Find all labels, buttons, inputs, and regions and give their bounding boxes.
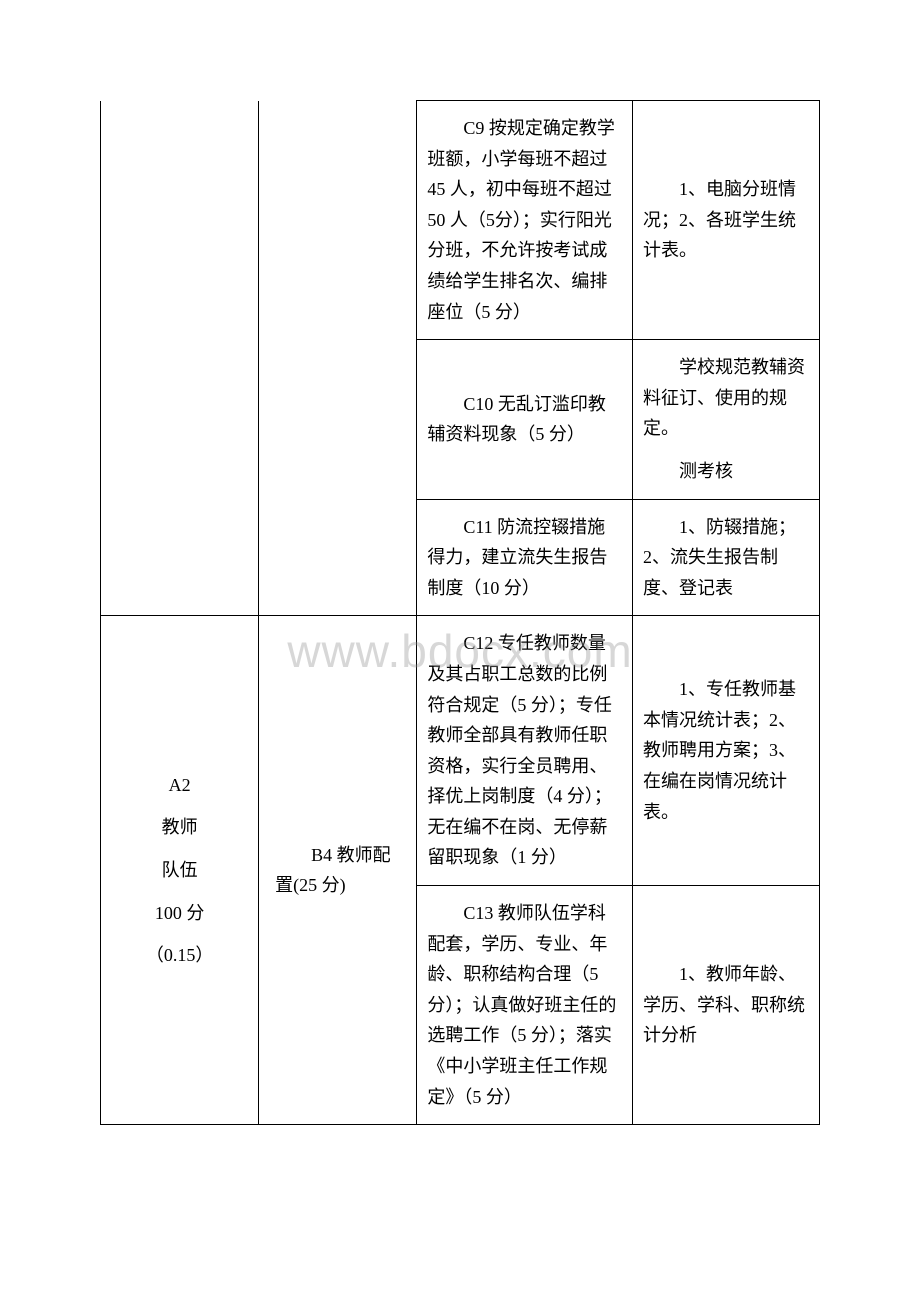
a2-title-1: 教师 [162,812,198,843]
cell-b-category [259,101,417,340]
cell-a-category [101,101,259,340]
table-row: A2 教师 队伍 100 分 （0.15） B4 教师配置(25 分) C12 … [101,616,820,886]
evaluation-table: C9 按规定确定教学班额，小学每班不超过 45 人，初中每班不超过 50 人（5… [100,100,820,1125]
a2-label: A2 [169,770,191,801]
cell-a-category [101,340,259,499]
cell-c12-evidence: 1、专任教师基本情况统计表；2、教师聘用方案；3、在编在岗情况统计表。 [633,616,820,886]
cell-c11-evidence: 1、防辍措施；2、流失生报告制度、登记表 [633,499,820,616]
cell-c10-evidence: 学校规范教辅资料征订、使用的规定。 测考核 [633,340,820,499]
cell-a2-category: A2 教师 队伍 100 分 （0.15） [101,616,259,1125]
cell-b-category [259,340,417,499]
cell-c9-evidence: 1、电脑分班情况；2、各班学生统计表。 [633,101,820,340]
cell-c10-evidence-p1: 学校规范教辅资料征订、使用的规定。 [643,352,809,444]
cell-c9-criteria: C9 按规定确定教学班额，小学每班不超过 45 人，初中每班不超过 50 人（5… [417,101,633,340]
cell-c13-evidence: 1、教师年龄、学历、学科、职称统计分析 [633,886,820,1125]
a2-score: 100 分 [155,898,205,929]
cell-b-category [259,499,417,616]
cell-c10-evidence-p2: 测考核 [643,456,809,487]
table-row: C11 防流控辍措施得力，建立流失生报告制度（10 分） 1、防辍措施；2、流失… [101,499,820,616]
table-row: C9 按规定确定教学班额，小学每班不超过 45 人，初中每班不超过 50 人（5… [101,101,820,340]
cell-c10-criteria: C10 无乱订滥印教辅资料现象（5 分） [417,340,633,499]
evaluation-table-container: C9 按规定确定教学班额，小学每班不超过 45 人，初中每班不超过 50 人（5… [100,100,820,1125]
table-row: C10 无乱订滥印教辅资料现象（5 分） 学校规范教辅资料征订、使用的规定。 测… [101,340,820,499]
cell-c11-criteria: C11 防流控辍措施得力，建立流失生报告制度（10 分） [417,499,633,616]
cell-b4-category: B4 教师配置(25 分) [259,616,417,1125]
cell-c12-criteria: C12 专任教师数量及其占职工总数的比例符合规定（5 分）；专任教师全部具有教师… [417,616,633,886]
a2-weight: （0.15） [146,940,214,971]
a2-title-2: 队伍 [162,855,198,886]
cell-a-category [101,499,259,616]
cell-c13-criteria: C13 教师队伍学科配套，学历、专业、年龄、职称结构合理（5 分）；认真做好班主… [417,886,633,1125]
